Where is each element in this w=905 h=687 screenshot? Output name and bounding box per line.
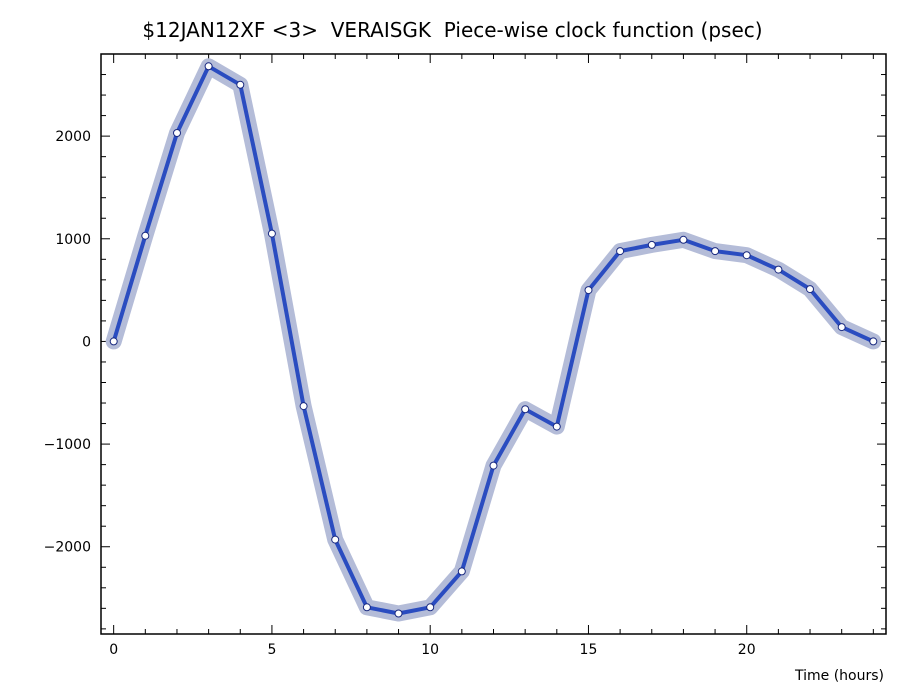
x-axis-label: Time (hours): [794, 668, 884, 684]
data-point: [331, 535, 340, 544]
data-point: [837, 323, 846, 332]
data-point: [267, 229, 276, 238]
x-tick-label: 5: [267, 642, 276, 658]
data-point: [521, 405, 530, 414]
data-point: [584, 286, 593, 295]
data-point: [806, 285, 814, 294]
clock-function-line: [111, 64, 876, 616]
data-point: [711, 247, 720, 256]
data-point: [362, 603, 371, 612]
data-point: [394, 609, 403, 618]
data-point: [552, 422, 561, 431]
x-tick-label: 0: [109, 642, 118, 658]
data-point: [141, 231, 150, 240]
chart-title: $12JAN12XF <3> VERAISGK Piece-wise clock…: [142, 18, 763, 42]
y-tick-label: 2000: [55, 129, 91, 145]
axis-tick-labels: 0 5 10 15 20 −2000 −1000 0 1000 2000: [44, 129, 756, 658]
data-points: [109, 62, 878, 618]
data-point: [299, 402, 308, 411]
uncertainty-band: [105, 58, 882, 622]
data-point: [742, 251, 751, 260]
data-point: [109, 337, 118, 346]
data-point: [679, 235, 688, 244]
data-point: [869, 337, 878, 346]
data-point: [489, 461, 498, 470]
data-point: [426, 603, 435, 612]
data-point: [236, 80, 245, 89]
axis-ticks: [101, 53, 886, 634]
data-point: [173, 129, 181, 137]
y-tick-label: 0: [82, 334, 91, 350]
y-tick-label: −1000: [44, 437, 91, 453]
x-tick-label: 20: [738, 642, 756, 658]
y-tick-label: −2000: [44, 540, 91, 556]
data-point: [204, 62, 213, 71]
data-point: [647, 240, 656, 249]
y-tick-label: 1000: [55, 232, 91, 248]
x-tick-label: 10: [421, 642, 439, 658]
data-point: [457, 567, 466, 576]
data-point: [774, 265, 783, 274]
plot-frame: [100, 53, 887, 635]
x-tick-label: 15: [580, 642, 598, 658]
data-point: [616, 247, 625, 256]
